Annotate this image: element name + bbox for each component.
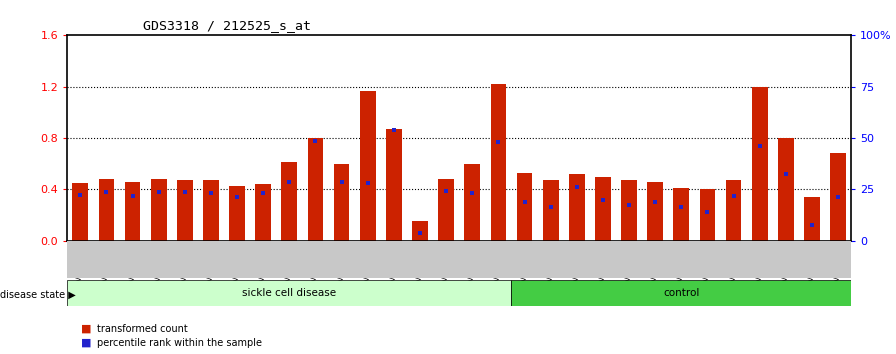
Point [674,205,688,210]
Point [805,223,819,228]
Text: percentile rank within the sample: percentile rank within the sample [97,338,262,348]
Point [439,188,453,194]
Bar [255,184,271,241]
Bar [726,181,742,241]
Bar [67,280,512,306]
Point [73,192,88,198]
Bar [281,162,297,241]
Bar [512,280,851,306]
Bar [490,84,506,241]
Point [230,194,245,200]
Point [622,202,636,207]
Bar [621,181,637,241]
Point [596,197,610,202]
Bar [674,188,689,241]
Text: disease state ▶: disease state ▶ [0,290,76,299]
Text: transformed count: transformed count [97,324,187,333]
Bar [333,164,349,241]
Text: GDS3318 / 212525_s_at: GDS3318 / 212525_s_at [143,19,312,33]
Bar [412,222,427,241]
Bar [151,179,167,241]
Bar [543,181,558,241]
Point [387,127,401,133]
Text: ■: ■ [81,324,91,333]
Point [203,190,218,196]
Bar [99,179,114,241]
Point [491,139,505,145]
Point [99,189,114,195]
Point [517,199,531,205]
Point [544,205,558,210]
Bar [517,173,532,241]
Bar [595,177,611,241]
Point [465,190,479,196]
Bar [569,174,585,241]
Point [334,179,349,184]
Bar [386,129,401,241]
Point [831,194,845,200]
Point [779,171,793,177]
Point [701,210,715,215]
Text: ■: ■ [81,338,91,348]
Bar [805,197,820,241]
Bar [307,138,323,241]
Point [256,190,271,196]
Point [177,189,192,195]
Point [727,193,741,199]
Point [570,184,584,190]
Point [413,230,427,236]
Bar [647,182,663,241]
Point [360,180,375,186]
Bar [229,185,245,241]
Bar [360,91,375,241]
Bar [752,87,768,241]
Text: sickle cell disease: sickle cell disease [242,288,336,298]
Bar [700,189,715,241]
Point [282,179,297,184]
Point [648,199,662,205]
Text: control: control [663,288,700,298]
Bar [464,164,480,241]
Bar [177,181,193,241]
Bar [778,138,794,241]
Point [308,138,323,143]
Point [125,193,140,199]
Point [151,189,166,195]
Bar [831,154,846,241]
Point [753,143,767,149]
Bar [438,179,454,241]
Bar [73,183,88,241]
Bar [125,182,141,241]
Bar [203,181,219,241]
